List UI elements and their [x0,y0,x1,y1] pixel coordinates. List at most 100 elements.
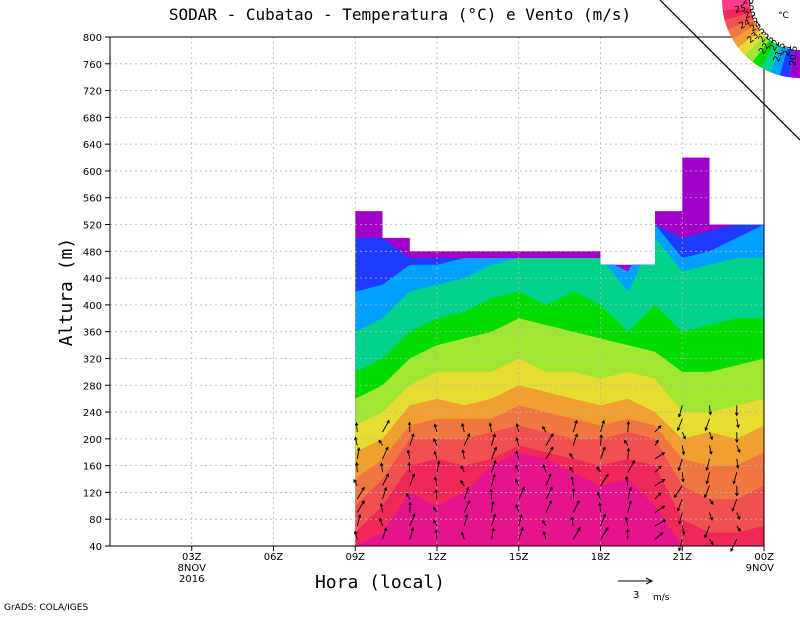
wind-arrow [626,447,631,459]
y-tick-label: 160 [83,462,102,473]
wind-arrow [353,530,358,540]
wind-arrow [678,512,683,525]
wind-arrow [572,419,578,433]
wind-arrow [354,436,358,446]
wind-arrow [627,500,632,513]
wind-arrow [542,530,547,540]
colorbar-segment [744,35,770,62]
wind-arrow [407,421,412,433]
wind-arrow [518,526,524,540]
y-tick-label: 720 [83,87,102,98]
wind-arrow [705,458,710,472]
wind-arrow [515,478,520,486]
chart-title: SODAR - Cubatao - Temperatura (°C) e Ven… [169,5,631,24]
wind-arrow [489,488,493,500]
wind-arrow [545,473,552,486]
wind-arrow [598,501,602,513]
wind-arrow [378,439,383,446]
wind-arrow [406,449,411,459]
wind-arrow [460,531,465,540]
wind-arrow [654,519,667,527]
wind-arrow [709,431,714,441]
wind-arrow [654,505,666,513]
x-tick-label: 06Z [264,552,284,563]
colorbar-segment [732,25,761,48]
wind-arrow [433,519,438,527]
wind-arrow [654,478,666,487]
wind-arrow [705,472,710,485]
wind-arrow [491,473,496,486]
y-tick-label: 600 [83,167,102,178]
wind-arrow [460,465,465,473]
wind-arrow [463,513,469,527]
colorbar-label: 20.5 [789,45,800,66]
wind-arrow [515,422,520,433]
wind-arrow [354,461,359,473]
wind-arrow [356,486,365,500]
wind-arrow [681,472,685,483]
wind-arrow [542,425,547,433]
wind-arrow [545,433,554,446]
wind-arrow [624,516,629,526]
colorbar-segment [722,0,751,11]
wind-arrow [569,466,574,473]
wind-arrow [654,425,662,433]
wind-arrow [433,450,438,460]
wind-arrow [463,433,471,446]
wind-arrow [600,446,606,460]
wind-arrow [515,436,520,446]
wind-arrow [626,420,631,433]
wind-arrow [490,500,495,513]
y-tick-label: 560 [83,194,102,205]
wind-arrow [569,452,574,460]
wind-arrow [654,492,662,500]
wind-arrow [625,528,630,540]
x-tick-label: 00Z [754,552,774,563]
wind-arrow [625,475,629,486]
wind-arrow [409,527,415,540]
colorbar-label: 22 [768,38,782,53]
wind-arrow [572,433,579,446]
wind-arrow [709,498,714,505]
wind-arrow [677,539,683,552]
wind-arrow [735,432,739,444]
wind-arrow [382,446,389,460]
x-tick-label: 18Z [591,552,611,563]
wind-arrow [354,421,359,433]
wind-arrow [736,525,741,532]
wind-arrow [409,433,415,446]
wind-arrow [382,419,390,433]
wind-arrow [382,473,389,486]
wind-arrow [709,539,714,546]
colorbar-label: 25 [743,8,757,21]
wind-arrow [433,476,438,486]
wind-arrow [736,512,741,521]
colorbar-segment [770,46,788,76]
wind-arrow [704,418,710,432]
wind-arrow [703,485,710,499]
wind-arrow [545,500,552,513]
wind-arrow [409,473,416,486]
wind-arrow [600,473,609,486]
x-tick-date: 9NOV [746,563,775,574]
wind-arrow [515,464,520,473]
wind-arrow [545,446,554,460]
wind-arrow [433,423,438,433]
credit-label: GrADS: COLA/IGES [4,603,89,613]
wind-arrow [382,527,388,540]
wind-arrow [600,526,609,540]
y-tick-label: 40 [89,542,102,553]
wind-arrow [654,439,659,446]
wind-arrow [405,492,411,500]
wind-arrow [436,460,441,473]
wind-arrow [491,527,495,540]
wind-arrow [545,486,553,500]
wind-arrow [600,419,605,433]
wind-reference: 3 m/s [618,577,670,603]
wind-arrow [518,486,525,500]
wind-arrow [463,486,470,500]
wind-arrow [488,422,493,433]
y-tick-label: 320 [83,354,102,365]
